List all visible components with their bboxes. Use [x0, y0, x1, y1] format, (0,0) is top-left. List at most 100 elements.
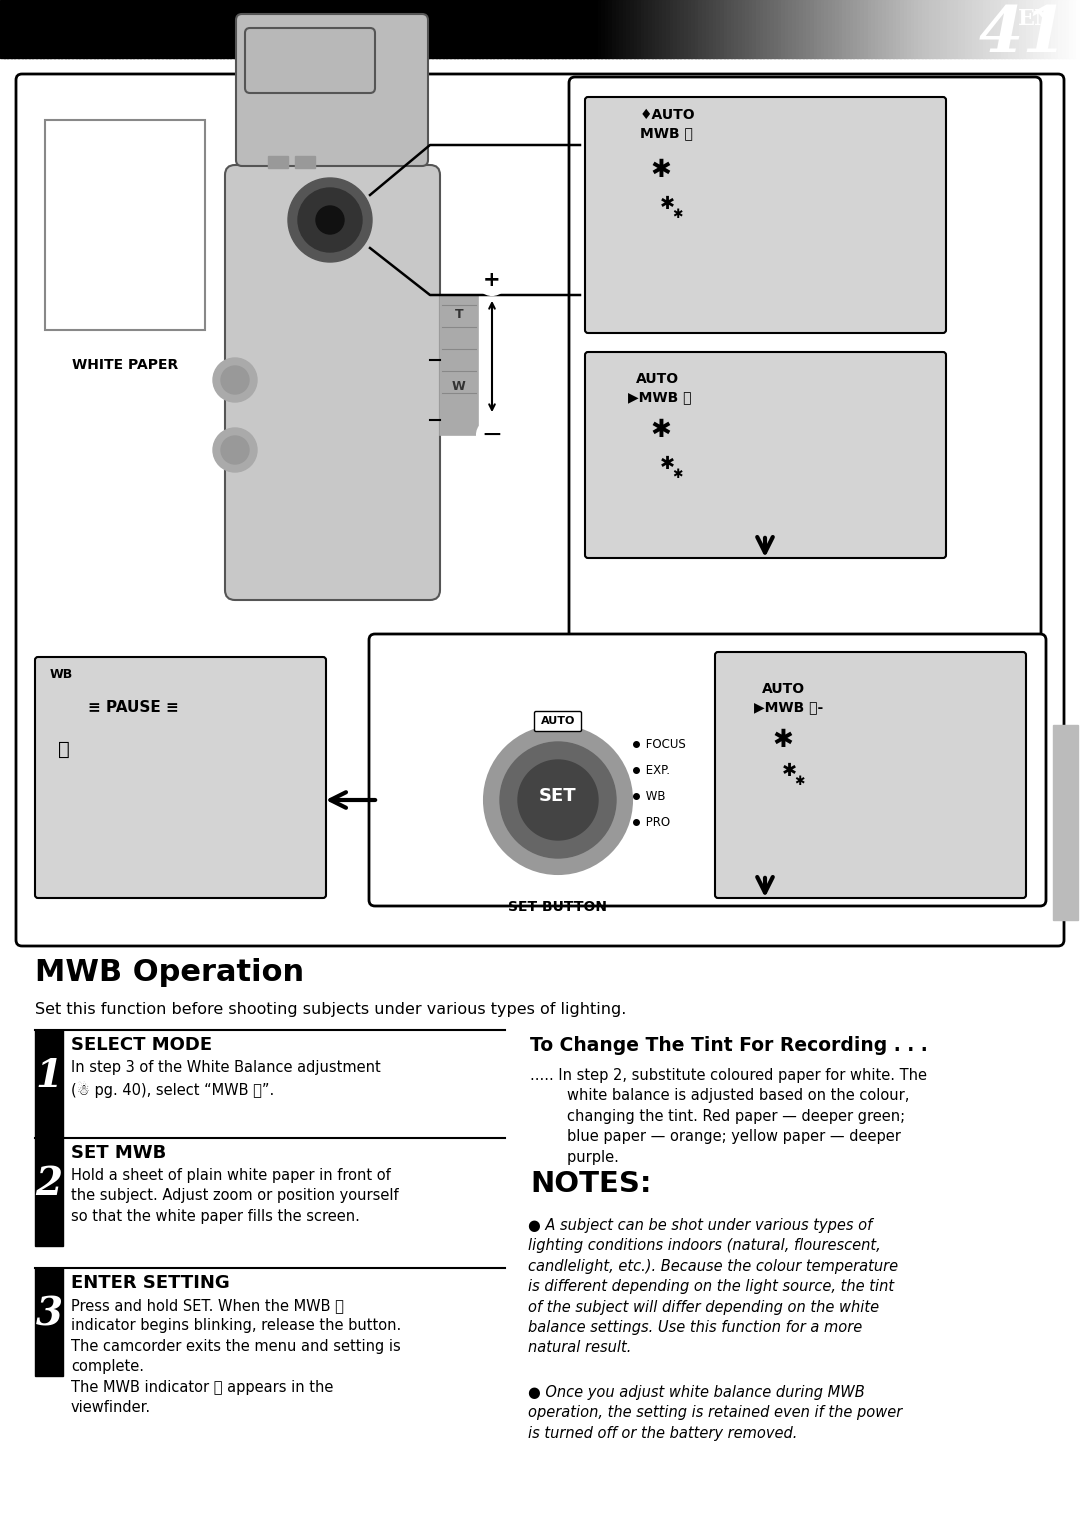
- Bar: [753, 0, 757, 58]
- Bar: [1058, 0, 1063, 58]
- Bar: [1015, 0, 1020, 58]
- Bar: [191, 0, 195, 58]
- Bar: [321, 0, 325, 58]
- Bar: [1004, 0, 1009, 58]
- Bar: [457, 0, 462, 58]
- Bar: [51, 0, 55, 58]
- Bar: [1051, 0, 1056, 58]
- Bar: [872, 0, 876, 58]
- Bar: [295, 156, 315, 169]
- Bar: [1034, 0, 1038, 58]
- Bar: [720, 0, 725, 58]
- Bar: [454, 0, 458, 58]
- Text: ✱: ✱: [660, 455, 675, 474]
- Bar: [245, 0, 249, 58]
- Bar: [656, 0, 660, 58]
- Text: 41: 41: [978, 5, 1068, 66]
- FancyBboxPatch shape: [369, 635, 1047, 906]
- Bar: [508, 0, 512, 58]
- Bar: [612, 0, 617, 58]
- Bar: [72, 0, 77, 58]
- Bar: [216, 0, 220, 58]
- Bar: [335, 0, 339, 58]
- Bar: [418, 0, 422, 58]
- Bar: [889, 0, 894, 58]
- FancyBboxPatch shape: [569, 77, 1041, 644]
- Bar: [278, 0, 282, 58]
- Bar: [468, 0, 473, 58]
- Bar: [583, 0, 588, 58]
- Text: ● Once you adjust white balance during MWB
operation, the setting is retained ev: ● Once you adjust white balance during M…: [528, 1384, 902, 1441]
- Bar: [630, 0, 635, 58]
- Bar: [154, 0, 160, 58]
- Bar: [213, 0, 217, 58]
- Bar: [45, 120, 205, 330]
- Bar: [176, 0, 181, 58]
- Text: To Change The Tint For Recording . . .: To Change The Tint For Recording . . .: [530, 1036, 928, 1055]
- Bar: [170, 0, 174, 58]
- Bar: [403, 0, 408, 58]
- Bar: [500, 0, 505, 58]
- Bar: [569, 0, 573, 58]
- Bar: [360, 0, 365, 58]
- Bar: [11, 0, 15, 58]
- Bar: [140, 0, 145, 58]
- Bar: [407, 0, 411, 58]
- Bar: [532, 0, 538, 58]
- Bar: [194, 0, 199, 58]
- Circle shape: [288, 178, 372, 262]
- Bar: [975, 0, 981, 58]
- Bar: [119, 0, 123, 58]
- Bar: [162, 0, 166, 58]
- Bar: [921, 0, 927, 58]
- Bar: [90, 0, 95, 58]
- Bar: [964, 0, 970, 58]
- Bar: [796, 0, 800, 58]
- Bar: [558, 0, 563, 58]
- Bar: [943, 0, 948, 58]
- Bar: [640, 0, 646, 58]
- Bar: [767, 0, 771, 58]
- Text: NOTES:: NOTES:: [530, 1170, 651, 1197]
- Bar: [375, 0, 379, 58]
- Bar: [446, 0, 451, 58]
- Bar: [29, 0, 33, 58]
- Bar: [994, 0, 998, 58]
- Bar: [846, 0, 851, 58]
- Bar: [268, 156, 288, 169]
- Bar: [504, 0, 509, 58]
- Bar: [702, 0, 706, 58]
- Bar: [691, 0, 696, 58]
- Bar: [310, 0, 314, 58]
- Text: T: T: [455, 308, 463, 320]
- Bar: [745, 0, 750, 58]
- Bar: [748, 0, 754, 58]
- Bar: [770, 0, 775, 58]
- Bar: [400, 0, 404, 58]
- Bar: [785, 0, 789, 58]
- Bar: [392, 0, 397, 58]
- Bar: [461, 0, 465, 58]
- Bar: [36, 0, 41, 58]
- Bar: [302, 0, 307, 58]
- Bar: [670, 0, 674, 58]
- Bar: [284, 0, 289, 58]
- Bar: [680, 0, 685, 58]
- Bar: [915, 0, 919, 58]
- Bar: [349, 0, 354, 58]
- Text: ✱: ✱: [782, 762, 797, 780]
- Bar: [896, 0, 901, 58]
- Text: −: −: [482, 423, 502, 448]
- Text: ✱: ✱: [660, 195, 675, 213]
- Bar: [634, 0, 638, 58]
- Bar: [378, 0, 382, 58]
- FancyBboxPatch shape: [585, 353, 946, 558]
- Bar: [429, 0, 433, 58]
- Bar: [1053, 725, 1078, 920]
- Bar: [759, 0, 765, 58]
- Bar: [907, 0, 912, 58]
- Text: Hold a sheet of plain white paper in front of
the subject. Adjust zoom or positi: Hold a sheet of plain white paper in fro…: [71, 1168, 399, 1223]
- Bar: [734, 0, 739, 58]
- Bar: [1037, 0, 1041, 58]
- Bar: [853, 0, 858, 58]
